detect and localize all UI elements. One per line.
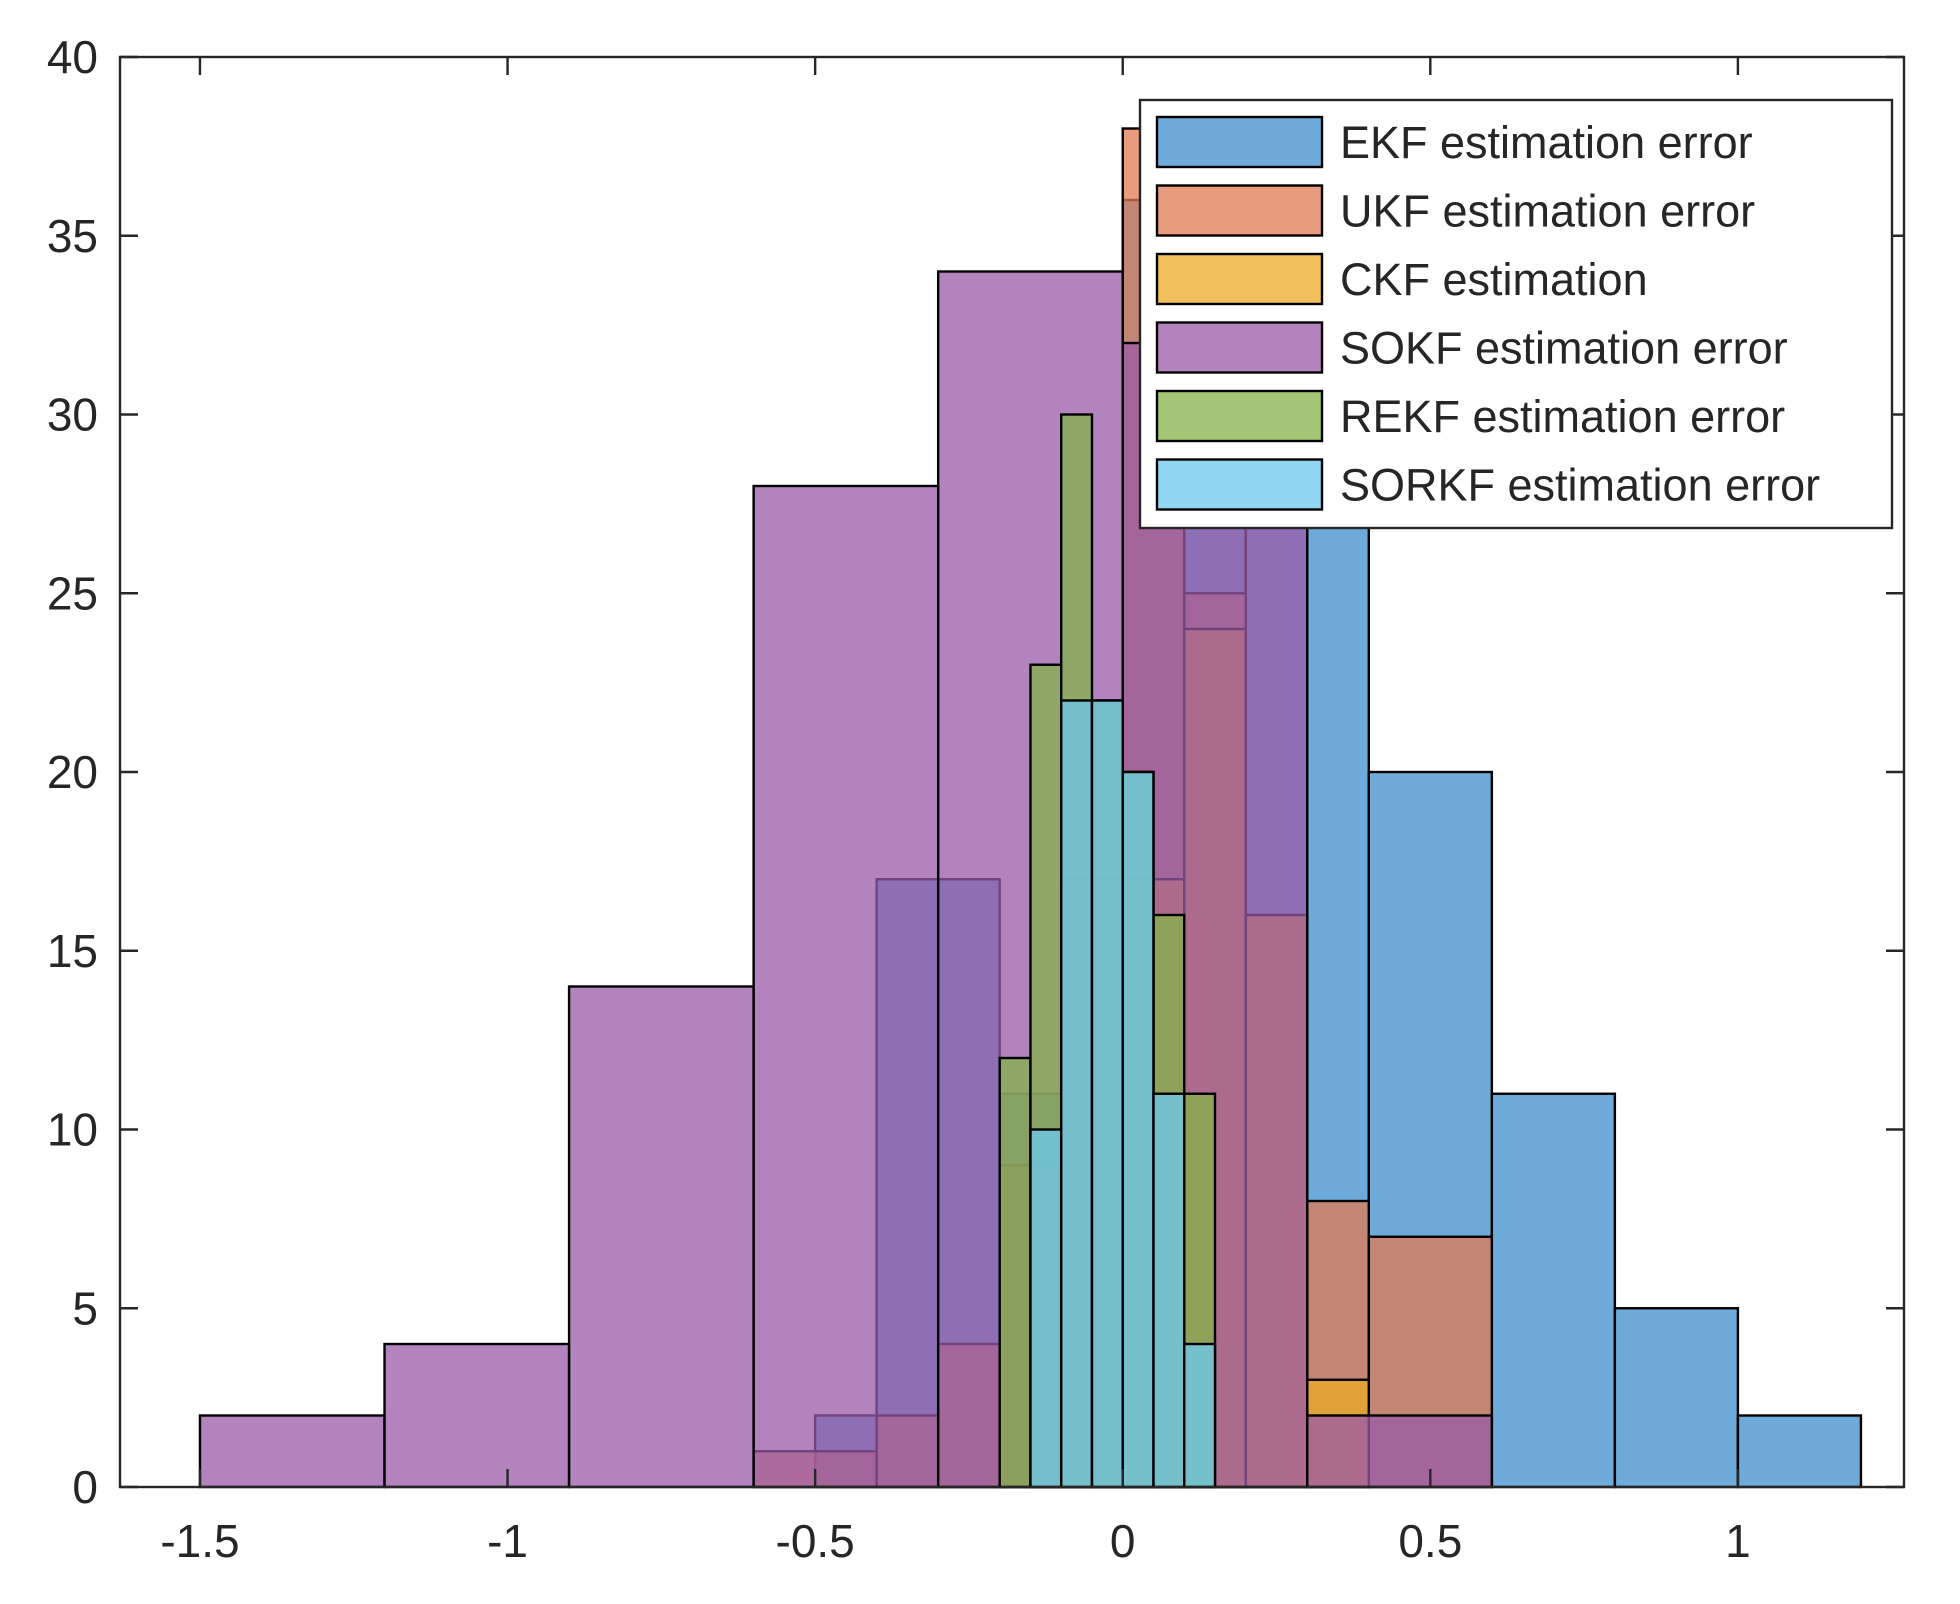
x-tick-label-2: -0.5 (776, 1515, 855, 1567)
bars-layer (198, 127, 1863, 1489)
bar-sokf-estimation-error-6 (1306, 1414, 1494, 1489)
y-tick-label-5: 25 (47, 567, 98, 619)
y-tick-label-4: 20 (47, 746, 98, 798)
x-tick-labels: -1.5 -1 -0.5 0 0.5 1 (160, 1515, 1750, 1567)
legend-label-rekf-estimation-error: REKF estimation error (1340, 391, 1785, 442)
legend-swatch-ekf-estimation-error (1155, 115, 1324, 169)
legend-label-sokf-estimation-error: SOKF estimation error (1340, 323, 1788, 374)
legend: EKF estimation error UKF estimation error… (1138, 98, 1894, 530)
y-tick-labels: 0 5 10 15 20 25 30 35 40 (47, 31, 98, 1513)
x-tick-label-3: 0 (1110, 1515, 1136, 1567)
bar-rekf-estimation-error-0 (998, 1056, 1032, 1489)
bar-sokf-estimation-error-1 (383, 1342, 571, 1489)
bar-ekf-estimation-error-8 (1736, 1414, 1863, 1489)
y-tick-label-2: 10 (47, 1104, 98, 1156)
y-tick-label-8: 40 (47, 31, 98, 83)
x-tick-label-4: 0.5 (1398, 1515, 1462, 1567)
bar-sorkf-estimation-error-1 (1060, 699, 1094, 1489)
bar-sokf-estimation-error-0 (198, 1414, 386, 1489)
bar-sorkf-estimation-error-3 (1121, 770, 1155, 1489)
bar-sorkf-estimation-error-4 (1152, 1092, 1186, 1489)
legend-swatch-ukf-estimation-error (1155, 184, 1324, 237)
legend-box (1138, 98, 1894, 530)
y-tick-label-7: 35 (47, 210, 98, 262)
legend-swatch-rekf-estimation-error (1155, 389, 1324, 443)
x-tick-label-1: -1 (487, 1515, 528, 1567)
legend-swatch-ckf-estimation (1155, 252, 1324, 306)
bar-sokf-estimation-error-2 (567, 985, 755, 1489)
legend-label-ckf-estimation: CKF estimation (1340, 254, 1648, 305)
series-sorkf-estimation-error (1029, 699, 1217, 1489)
x-tick-label-5: 1 (1725, 1515, 1751, 1567)
bar-sorkf-estimation-error-0 (1029, 1128, 1063, 1489)
legend-label-ukf-estimation-error: UKF estimation error (1340, 186, 1755, 237)
x-tick-label-0: -1.5 (160, 1515, 239, 1567)
bar-ekf-estimation-error-7 (1613, 1307, 1740, 1489)
y-tick-label-0: 0 (72, 1461, 98, 1513)
bar-sorkf-estimation-error-5 (1183, 1342, 1217, 1489)
bar-sorkf-estimation-error-2 (1090, 699, 1124, 1489)
bar-ekf-estimation-error-6 (1490, 1092, 1617, 1489)
y-tick-label-6: 30 (47, 389, 98, 441)
legend-swatch-sorkf-estimation-error (1155, 458, 1324, 511)
y-tick-label-1: 5 (72, 1282, 98, 1334)
bar-sokf-estimation-error-3 (752, 484, 940, 1489)
legend-label-sorkf-estimation-error: SORKF estimation error (1340, 460, 1820, 511)
y-tick-label-3: 15 (47, 925, 98, 977)
legend-label-ekf-estimation-error: EKF estimation error (1340, 117, 1753, 168)
legend-swatch-sokf-estimation-error (1155, 321, 1324, 374)
